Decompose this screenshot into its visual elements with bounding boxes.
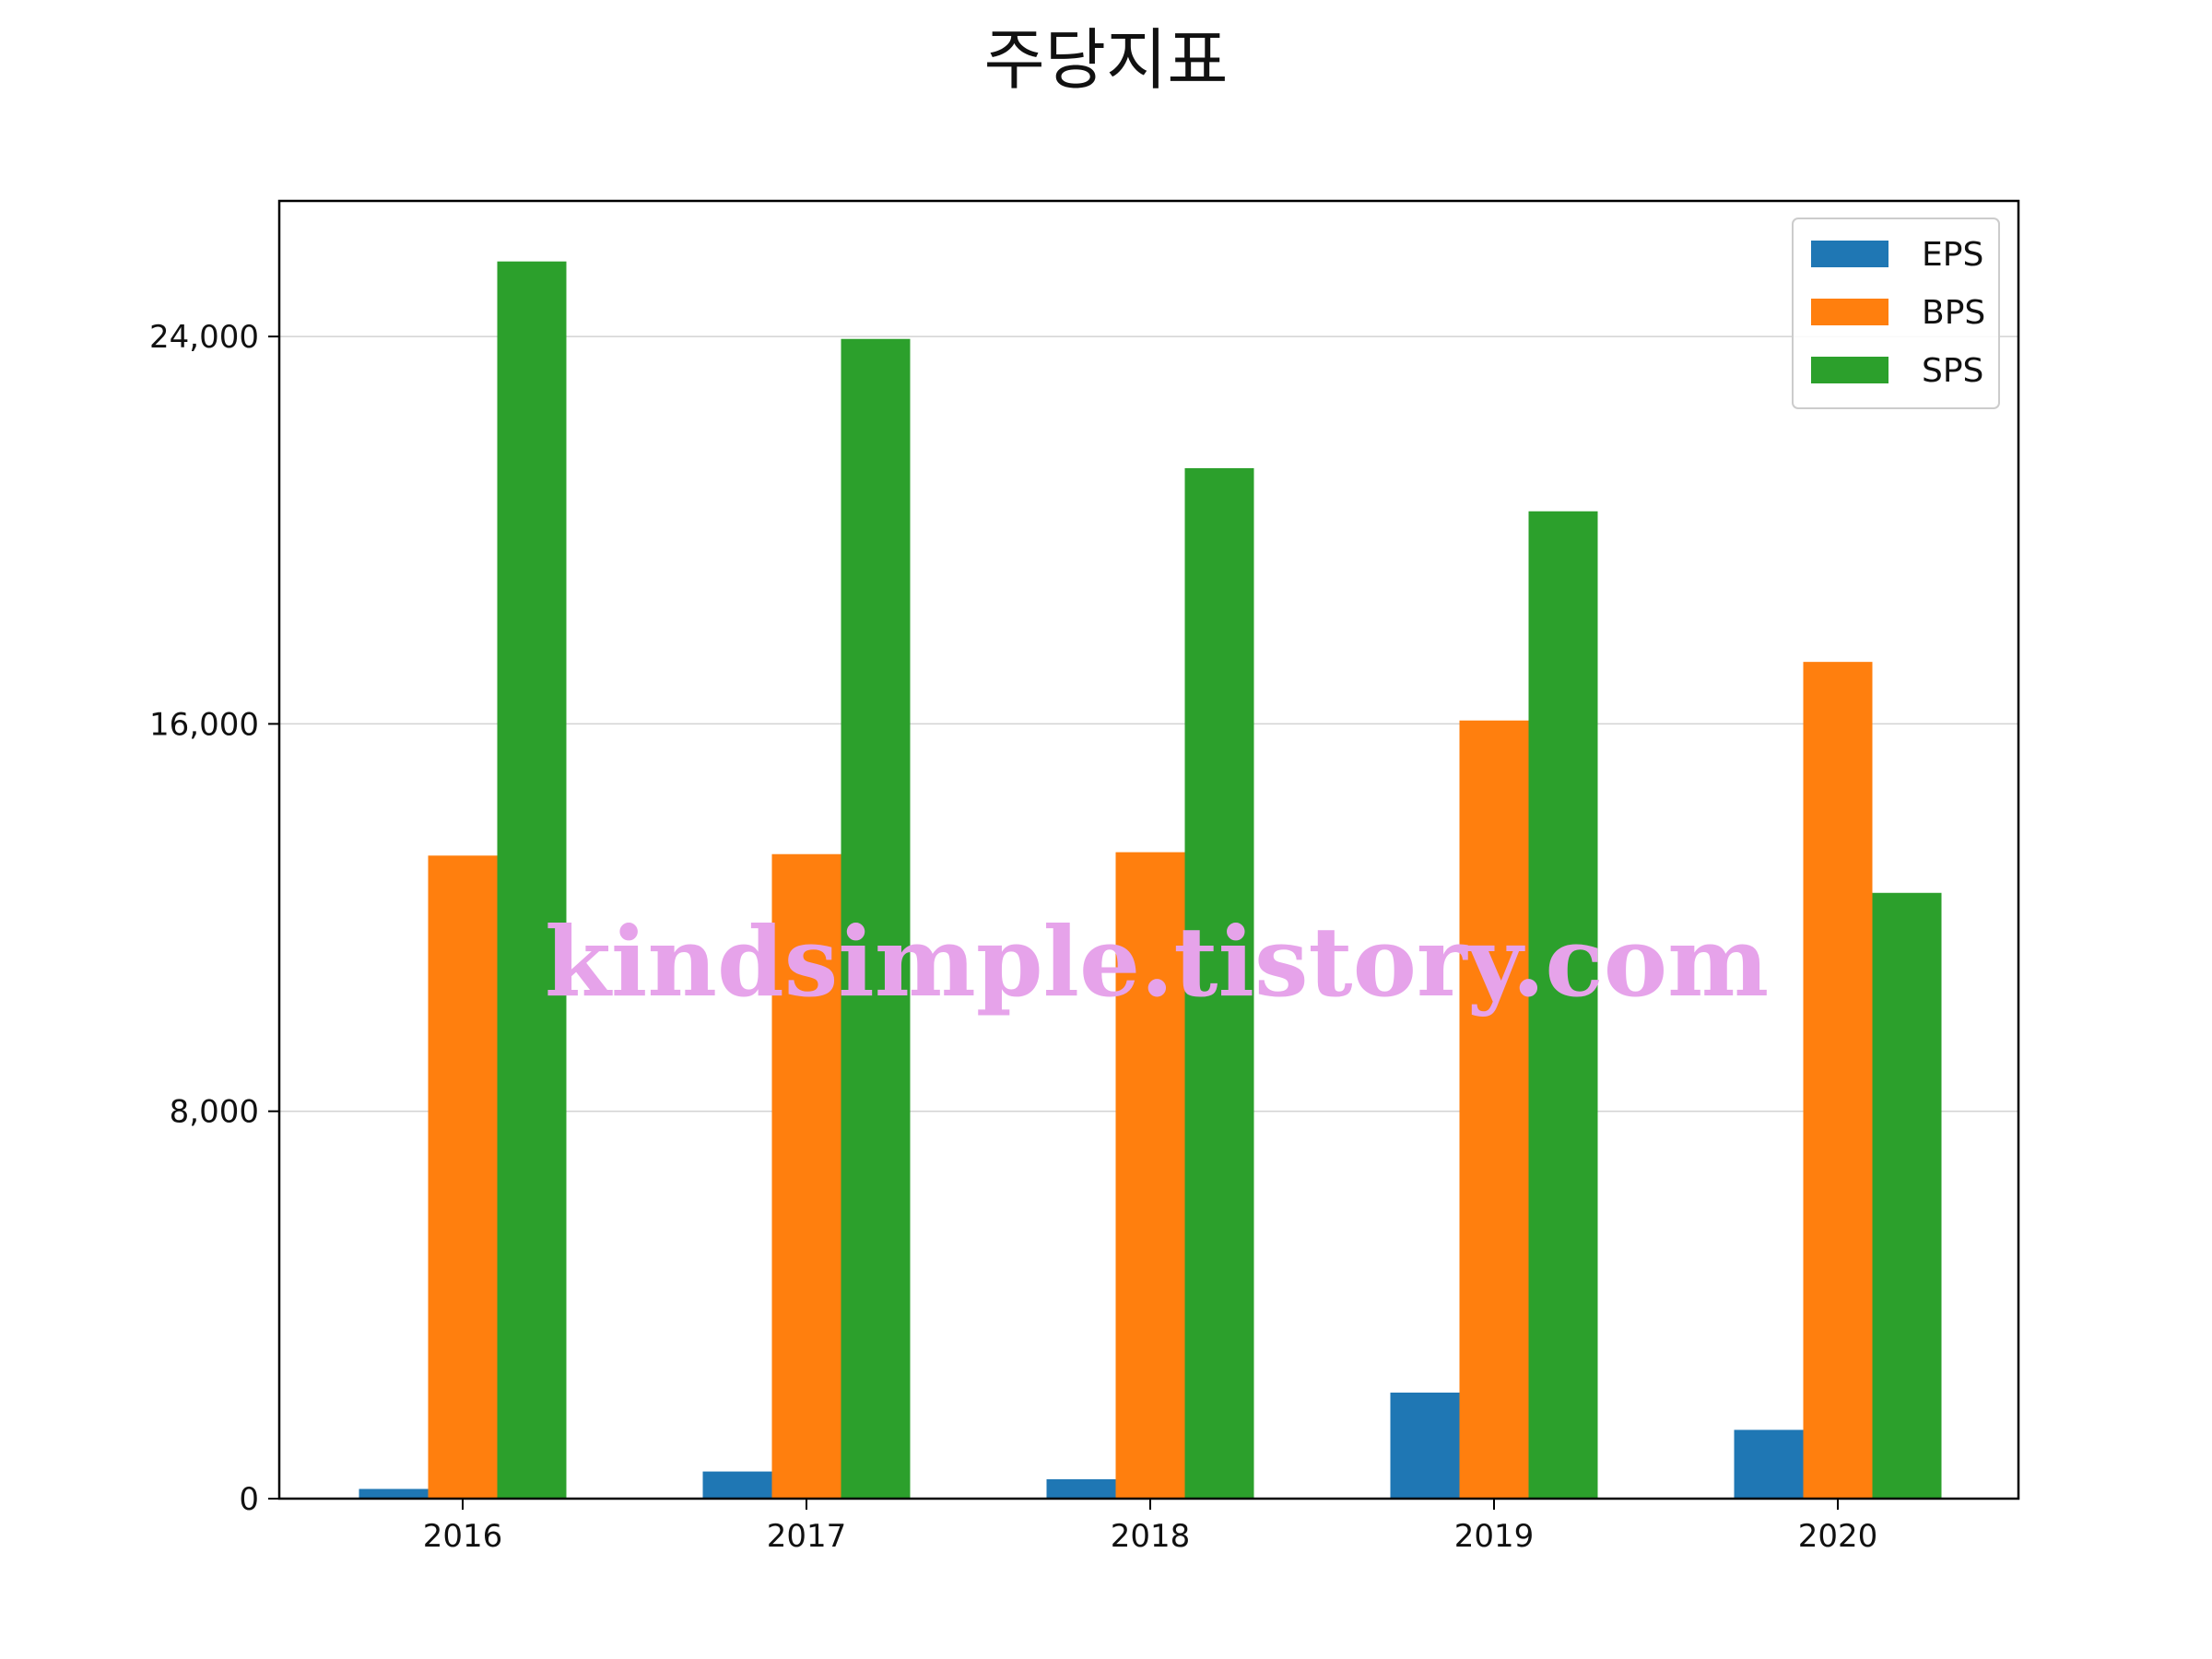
bar-eps-2020 (1734, 1430, 1804, 1499)
bar-bps-2019 (1459, 720, 1529, 1499)
bar-eps-2018 (1046, 1478, 1116, 1499)
legend-swatch-sps (1811, 357, 1888, 383)
legend: EPS BPS SPS (1792, 218, 2000, 409)
legend-label-eps: EPS (1922, 236, 1983, 274)
y-axis: 0 8,000 16,000 24,000 (149, 319, 279, 1518)
x-axis: 2016 2017 2018 2019 2020 (423, 1499, 1878, 1555)
bar-sps-2016 (497, 261, 567, 1499)
bar-bps-2018 (1115, 852, 1185, 1499)
x-tick-label: 2016 (423, 1518, 503, 1555)
x-tick-label: 2019 (1454, 1518, 1535, 1555)
legend-label-bps: BPS (1922, 294, 1985, 332)
bar-bps-2016 (428, 855, 498, 1499)
bar-bps-2020 (1803, 662, 1873, 1499)
y-tick-label: 0 (239, 1481, 259, 1518)
bar-sps-2017 (841, 338, 911, 1500)
legend-swatch-bps (1811, 299, 1888, 325)
y-tick-label: 8,000 (170, 1094, 259, 1131)
plot-frame (277, 199, 2020, 1500)
bar-sps-2019 (1528, 511, 1598, 1499)
legend-swatch-eps (1811, 241, 1888, 267)
bar-eps-2016 (359, 1488, 429, 1499)
x-tick-label: 2017 (767, 1518, 847, 1555)
bar-bps-2017 (771, 853, 841, 1499)
y-tick-label: 16,000 (149, 706, 259, 743)
y-tick-label: 24,000 (149, 319, 259, 356)
bar-eps-2017 (702, 1471, 772, 1499)
bar-sps-2018 (1184, 468, 1254, 1499)
bar-eps-2019 (1390, 1392, 1460, 1499)
legend-label-sps: SPS (1922, 352, 1983, 390)
bar-sps-2020 (1872, 892, 1942, 1499)
chart-title: 주당지표 (984, 21, 1229, 99)
x-tick-label: 2018 (1111, 1518, 1191, 1555)
x-tick-label: 2020 (1798, 1518, 1878, 1555)
watermark-text: kindsimple.tistory.com (545, 905, 1769, 1018)
bars (359, 261, 1942, 1500)
